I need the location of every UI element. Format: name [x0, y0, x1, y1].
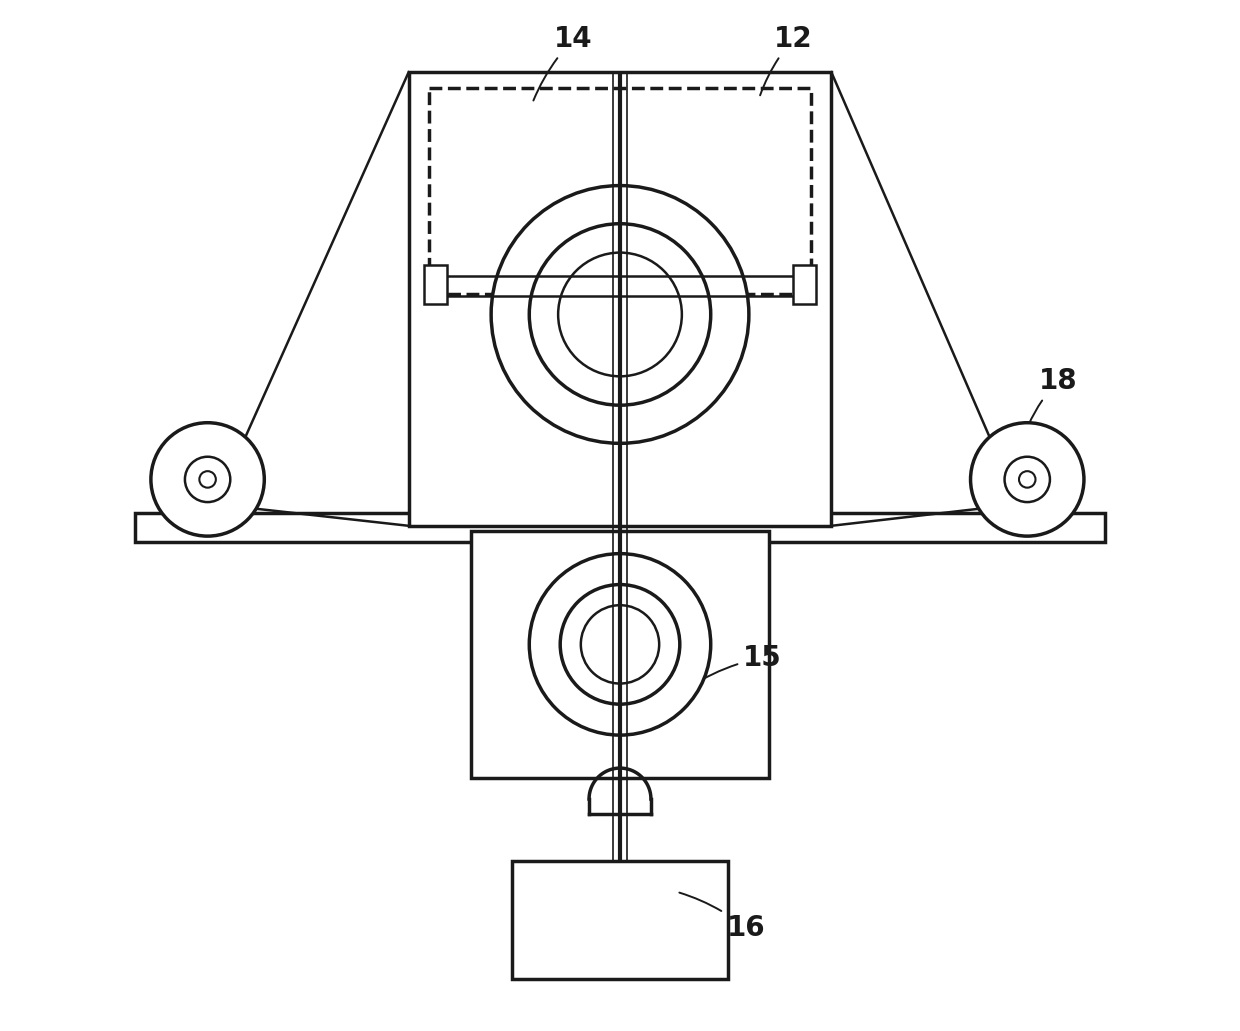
Circle shape [491, 186, 749, 443]
Bar [409, 72, 831, 526]
Circle shape [580, 605, 660, 684]
Bar [135, 513, 1105, 542]
Circle shape [185, 457, 231, 502]
Circle shape [1004, 457, 1050, 502]
Text: 14: 14 [533, 25, 593, 100]
Text: 16: 16 [680, 893, 765, 942]
Text: 18: 18 [1028, 367, 1078, 426]
Circle shape [151, 423, 264, 536]
Circle shape [971, 423, 1084, 536]
Text: 12: 12 [760, 25, 812, 95]
Circle shape [529, 224, 711, 405]
Bar [470, 531, 770, 778]
Circle shape [558, 253, 682, 376]
Text: 15: 15 [689, 643, 781, 688]
Bar [424, 265, 446, 304]
Bar [512, 861, 728, 979]
Circle shape [1019, 471, 1035, 488]
Circle shape [200, 471, 216, 488]
Bar [429, 88, 811, 294]
Circle shape [529, 554, 711, 735]
Circle shape [560, 585, 680, 704]
Bar [794, 265, 816, 304]
